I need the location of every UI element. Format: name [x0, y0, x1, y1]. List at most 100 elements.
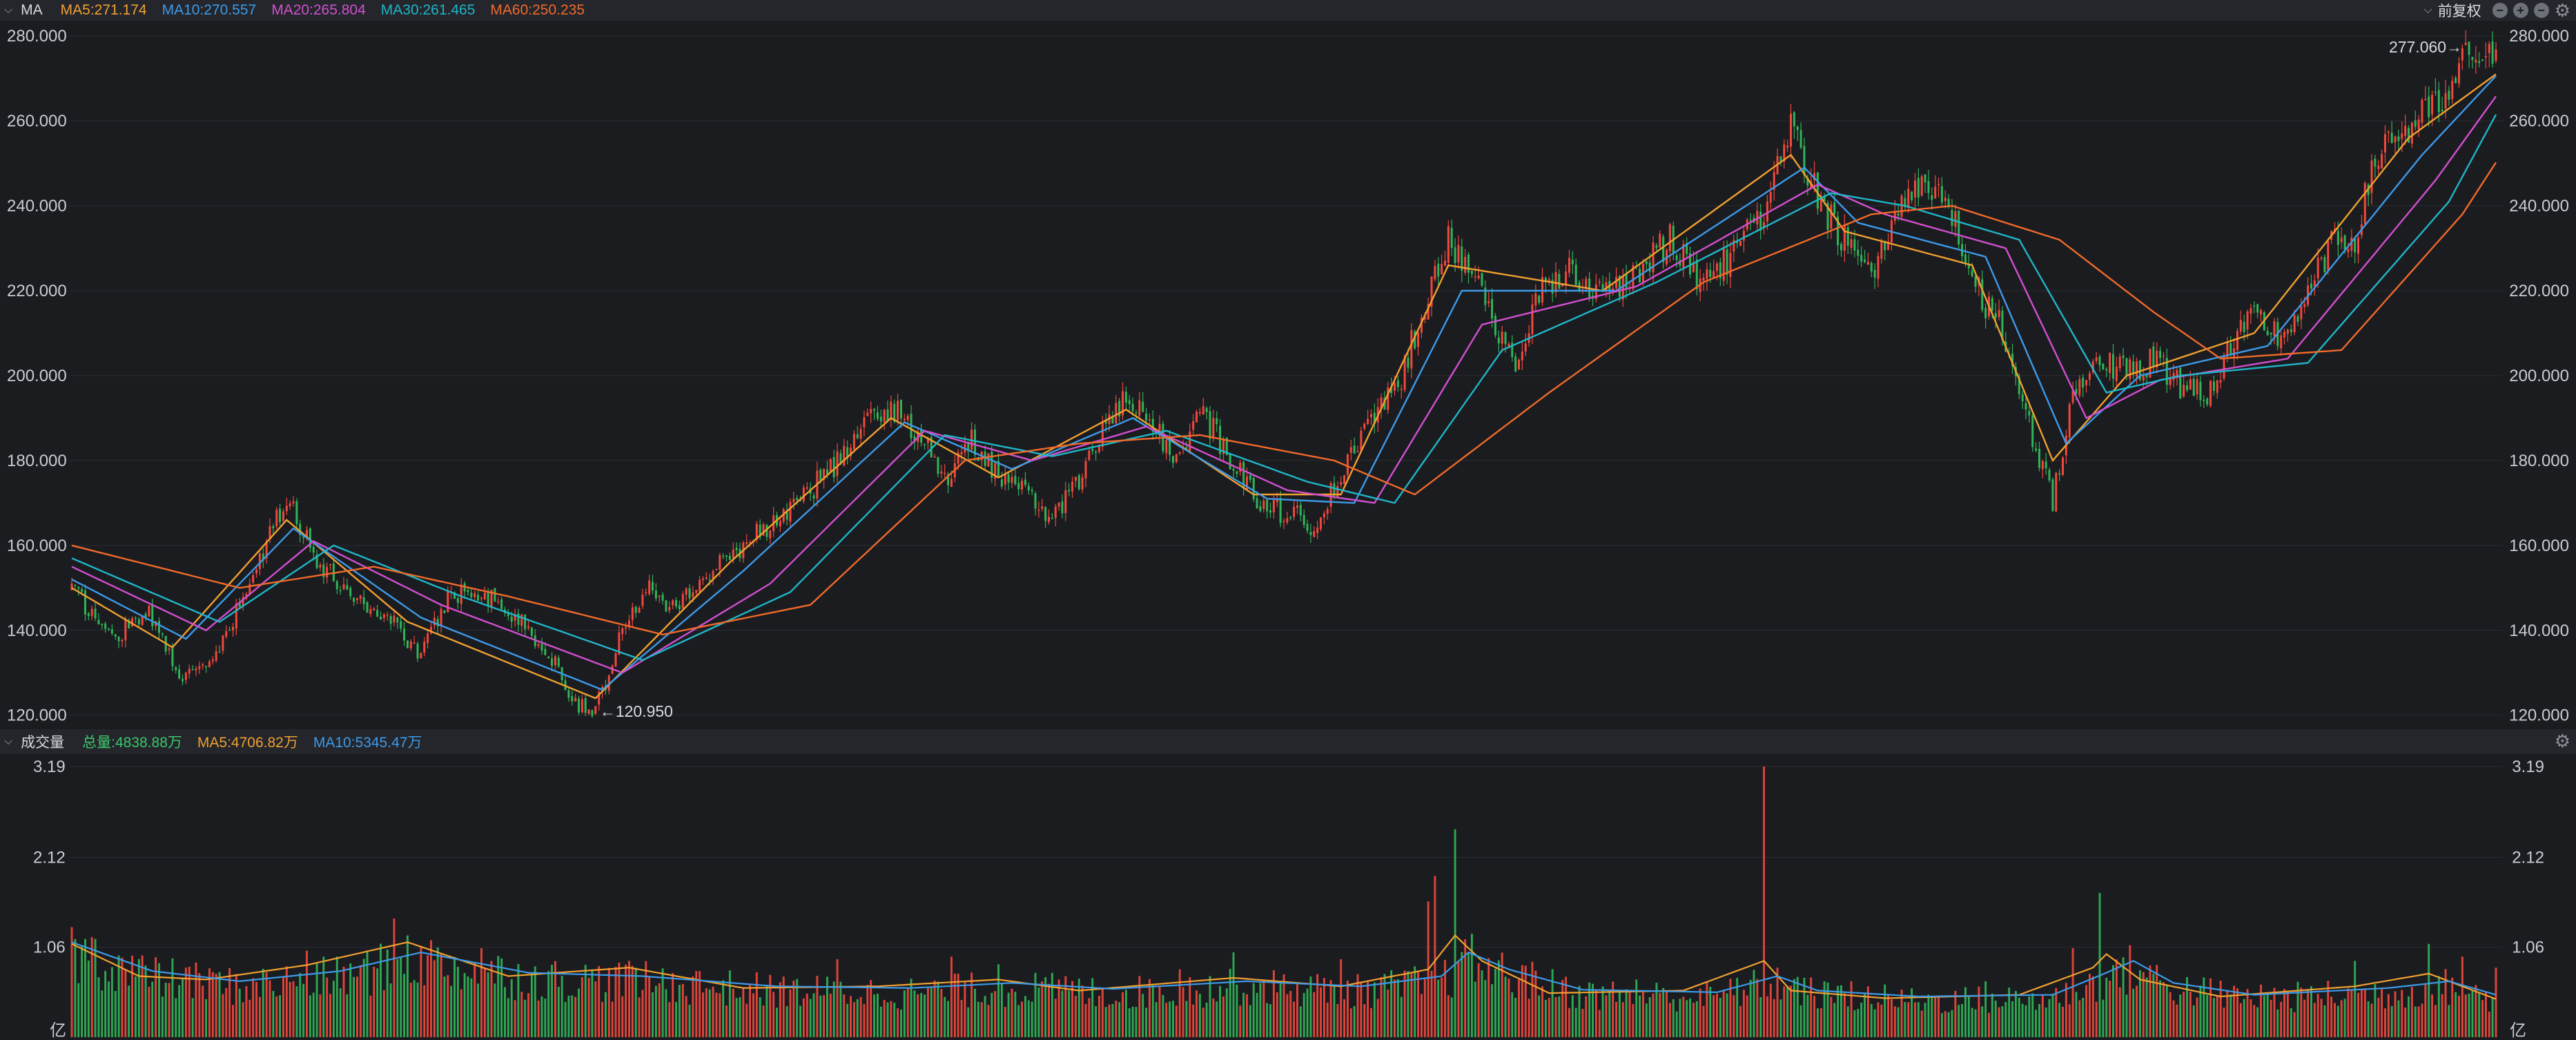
- volume-bar: [1914, 1002, 1916, 1037]
- candle-body: [1068, 490, 1071, 492]
- volume-bar: [447, 975, 449, 1037]
- candle-body: [1239, 462, 1242, 472]
- candle-body: [1739, 240, 1742, 246]
- volume-bar: [453, 956, 456, 1037]
- volume-bar: [732, 988, 734, 1037]
- volume-bar: [1746, 995, 1748, 1037]
- ma-toggle[interactable]: ⌵ MA: [4, 2, 43, 19]
- candle-body: [292, 501, 295, 503]
- volume-bar: [1313, 992, 1316, 1037]
- volume-bar: [1823, 981, 1826, 1037]
- price-tick-label: 260.000: [7, 112, 67, 131]
- candle-body: [759, 524, 761, 537]
- candle-body: [2075, 389, 2078, 394]
- candle-body: [514, 614, 516, 621]
- volume-bar: [137, 959, 140, 1037]
- volume-bar: [685, 996, 687, 1037]
- volume-bar: [2011, 1001, 2014, 1037]
- volume-bar: [349, 963, 352, 1037]
- candle-body: [2481, 59, 2484, 61]
- volume-bar: [1810, 977, 1813, 1037]
- candle-body: [2125, 358, 2128, 376]
- candle-body: [2250, 308, 2252, 314]
- candle-body: [571, 696, 574, 702]
- volume-chart[interactable]: 3.19 2.12 1.06 3.19 2.12 1.06 亿 亿: [0, 754, 2576, 1040]
- volume-bar: [792, 980, 795, 1037]
- volume-toggle[interactable]: ⌵ 成交量: [4, 731, 64, 752]
- volume-bar: [211, 972, 214, 1037]
- volume-bar: [2303, 999, 2306, 1037]
- volume-bar: [2125, 994, 2128, 1037]
- candle-body: [1548, 279, 1550, 281]
- candle-body: [645, 592, 647, 594]
- candle-body: [393, 615, 396, 623]
- volume-bar: [618, 963, 621, 1037]
- price-chart[interactable]: 280.000 260.000 240.000 220.000 200.000 180.0…: [0, 21, 2576, 729]
- ma-line-ma30: [71, 114, 2497, 662]
- volume-bar: [524, 999, 527, 1037]
- candle-body: [2229, 343, 2232, 355]
- volume-bar: [1742, 990, 1745, 1037]
- candle-body: [685, 588, 687, 595]
- volume-bar: [520, 992, 523, 1037]
- volume-bar: [1101, 988, 1104, 1037]
- candle-body: [242, 597, 244, 606]
- candle-body: [1219, 425, 1222, 454]
- volume-bar: [1148, 979, 1151, 1037]
- volume-bar: [1706, 982, 1708, 1037]
- candle-body: [1054, 506, 1057, 518]
- volume-gridlines: [69, 766, 2503, 948]
- candle-body: [1565, 271, 1568, 285]
- volume-bar: [2434, 1005, 2437, 1037]
- chevron-down-icon[interactable]: ⌵: [4, 4, 13, 16]
- add-icon[interactable]: +: [2512, 3, 2528, 18]
- candle-body: [1457, 244, 1460, 262]
- indicator-name: MA: [21, 2, 43, 18]
- volume-bar: [1924, 1003, 1926, 1037]
- candle-body: [74, 585, 77, 586]
- volume-bar: [725, 1005, 728, 1037]
- gear-icon[interactable]: ⚙: [2554, 0, 2570, 21]
- candle-body: [2404, 126, 2407, 136]
- volume-bar: [816, 976, 819, 1037]
- remove-icon[interactable]: −: [2533, 3, 2549, 18]
- minimize-icon[interactable]: −: [2492, 3, 2508, 18]
- volume-bar: [443, 976, 446, 1037]
- volume-bar: [1514, 997, 1517, 1037]
- volume-bar: [326, 977, 329, 1037]
- volume-bar: [1907, 1002, 1910, 1037]
- candle-body: [1763, 222, 1766, 228]
- candle-body: [148, 605, 150, 617]
- volume-bar: [2048, 999, 2051, 1037]
- candle-body: [944, 472, 946, 474]
- volume-bar: [829, 993, 832, 1037]
- candle-body: [870, 409, 872, 414]
- volume-bar: [1877, 1002, 1880, 1037]
- volume-bar: [1998, 1007, 2000, 1037]
- volume-bar: [846, 1003, 849, 1037]
- volume-bar: [654, 985, 657, 1037]
- volume-bar: [2431, 994, 2434, 1037]
- volume-bar: [681, 983, 684, 1037]
- volume-bar: [2363, 988, 2366, 1037]
- volume-bar: [396, 959, 399, 1037]
- candle-body: [507, 613, 509, 617]
- volume-bar: [2377, 997, 2380, 1037]
- price-adjust-select[interactable]: 前复权: [2437, 3, 2481, 19]
- volume-bar: [2062, 1006, 2064, 1037]
- volume-bar: [782, 976, 785, 1037]
- volume-bar: [719, 993, 721, 1037]
- candle-body: [2410, 122, 2413, 144]
- gear-icon[interactable]: ⚙: [2554, 731, 2570, 751]
- chevron-down-icon[interactable]: ⌵: [4, 735, 13, 747]
- volume-bar: [420, 945, 422, 1037]
- candle-body: [1205, 407, 1208, 412]
- candle-body: [81, 588, 84, 592]
- volume-bar: [1947, 1012, 1950, 1037]
- volume-bar: [883, 1000, 886, 1037]
- candle-body: [1924, 174, 1926, 183]
- candle-body: [832, 456, 835, 478]
- volume-bar: [578, 988, 580, 1037]
- volume-bar: [970, 972, 973, 1037]
- chevron-down-icon[interactable]: ⌵: [2423, 4, 2432, 16]
